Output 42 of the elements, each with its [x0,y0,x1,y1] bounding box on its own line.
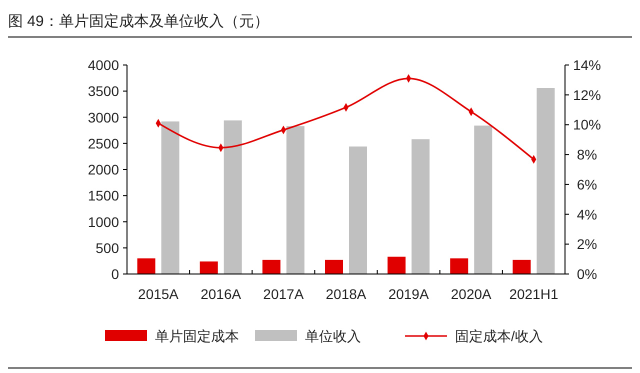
bar [286,126,304,274]
x-tick-label: 2015A [138,286,180,302]
bar [224,120,242,274]
y2-tick-label: 4% [576,206,598,222]
y-tick-label: 2000 [88,162,120,178]
y-tick-label: 2500 [88,135,120,152]
bar [161,121,180,274]
bar [512,260,531,274]
x-tick-label: 2021H1 [509,286,558,302]
legend-label: 单位收入 [305,328,361,344]
bar [450,258,468,274]
legend-label: 固定成本/收入 [455,328,543,344]
x-tick-label: 2020A [450,286,492,302]
y-tick-label: 1500 [88,188,120,204]
y-tick-label: 500 [96,240,120,256]
x-tick-label: 2019A [388,286,430,302]
y2-tick-label: 2% [576,236,598,252]
y-tick-label: 3000 [88,109,120,126]
y2-tick-label: 10% [572,116,602,133]
x-tick-label: 2017A [263,286,304,302]
y2-tick-label: 12% [572,86,602,103]
bar [137,258,156,274]
bar [262,260,280,274]
bar [325,260,343,274]
y2-tick-label: 14% [572,57,602,73]
bar [474,126,492,274]
y-tick-label: 0 [111,266,120,282]
y2-tick-label: 6% [576,176,598,192]
x-tick-label: 2018A [326,286,367,302]
bar [349,146,367,274]
y2-tick-label: 0% [576,266,598,282]
y-tick-label: 3500 [88,83,120,100]
bar [200,261,218,274]
chart-title: 图 49：单片固定成本及单位收入（元） [8,13,269,30]
bar [412,139,430,274]
bar [388,256,406,274]
legend-label: 单片固定成本 [155,328,239,344]
y-tick-label: 4000 [88,57,120,73]
x-tick-label: 2016A [200,286,242,302]
bar [536,88,555,274]
y-tick-label: 1000 [88,214,120,230]
y2-tick-label: 8% [576,146,598,163]
